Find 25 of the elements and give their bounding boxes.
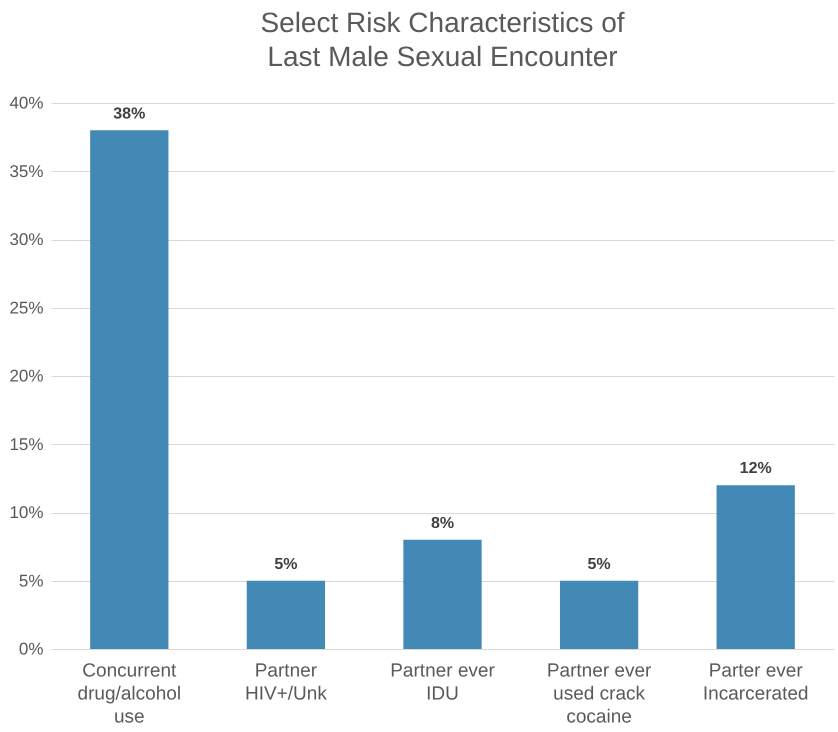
bar xyxy=(716,485,795,649)
y-tick-label: 25% xyxy=(9,298,44,318)
bar xyxy=(403,540,482,649)
y-tick-label: 30% xyxy=(9,230,44,249)
data-label: 38% xyxy=(113,105,146,122)
data-label: 12% xyxy=(740,460,772,478)
x-tick-label: Partner HIV+/Unk xyxy=(244,660,328,704)
x-tick-label: Partner ever used crack cocaine xyxy=(546,660,652,728)
data-label: 8% xyxy=(430,514,454,532)
data-label: 5% xyxy=(274,556,298,573)
y-tick-label: 15% xyxy=(9,434,44,454)
y-tick-label: 40% xyxy=(9,94,44,112)
bar xyxy=(90,130,168,649)
bar xyxy=(560,580,638,649)
x-tick-label: Concurrent drug/alcohol use xyxy=(78,660,182,728)
y-tick-label: 10% xyxy=(9,503,44,522)
x-tick-label: Parter ever Incarcerated xyxy=(702,660,809,704)
y-tick-label: 5% xyxy=(18,571,44,590)
bar xyxy=(246,580,326,649)
data-label: 5% xyxy=(588,556,611,573)
chart-title: Select Risk Characteristics of Last Male Sexual Encounter xyxy=(260,7,625,72)
x-tick-label: Partner ever IDU xyxy=(390,660,496,704)
y-tick-label: 20% xyxy=(9,366,44,386)
y-tick-label: 0% xyxy=(18,640,44,658)
y-tick-label: 35% xyxy=(9,162,44,181)
